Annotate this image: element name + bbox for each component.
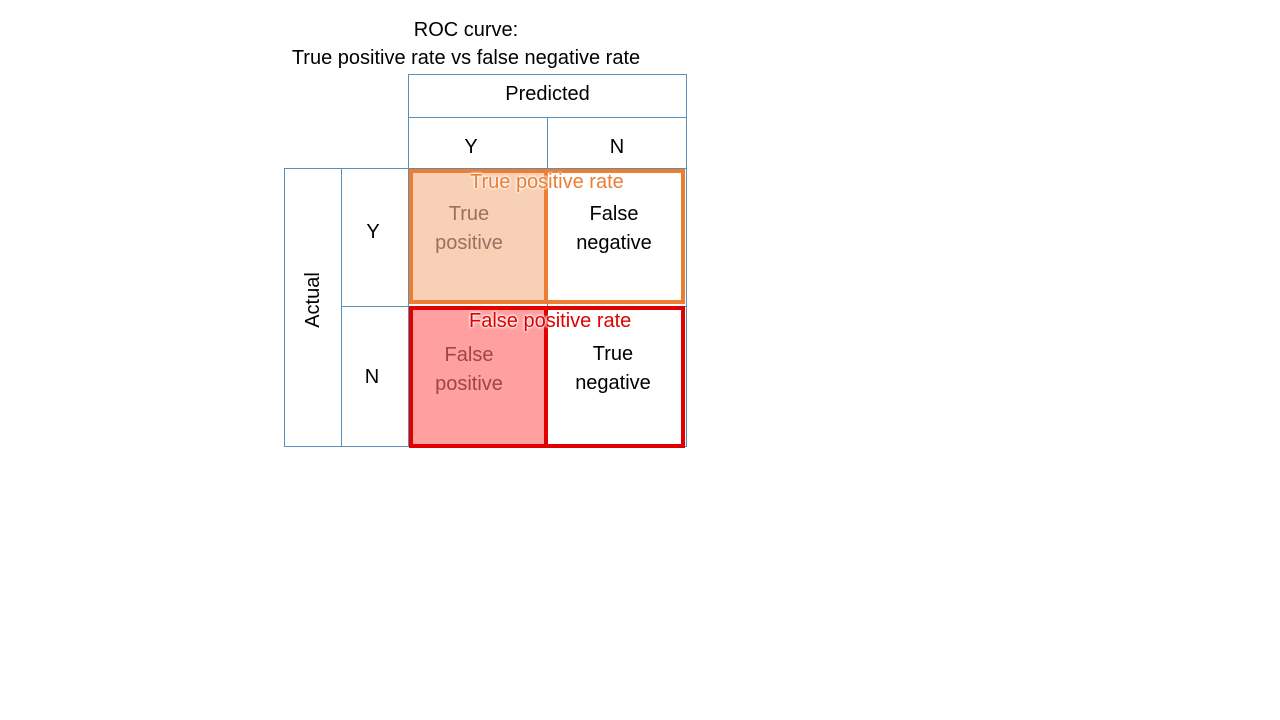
false-positive-highlight (411, 307, 547, 446)
true-negative-line-2: negative (575, 372, 651, 394)
true-negative-text: True negative (547, 340, 679, 398)
true-positive-highlight (411, 170, 547, 302)
actual-label: Actual (302, 272, 324, 328)
actual-n-label: N (364, 366, 380, 388)
true-positive-text: True positive (400, 200, 538, 258)
true-positive-line-2: positive (435, 232, 503, 254)
actual-y-header-cell (341, 168, 409, 307)
predicted-y-header-cell (408, 117, 548, 169)
predicted-y-label: Y (464, 136, 478, 158)
false-positive-divider (409, 306, 548, 448)
predicted-label: Predicted (505, 83, 590, 105)
true-positive-line-1: True (448, 203, 490, 225)
false-negative-text: False negative (547, 200, 681, 258)
false-negative-line-2: negative (576, 232, 652, 254)
false-negative-line-1: False (589, 203, 639, 225)
false-positive-rate-label: False positive rate (469, 310, 632, 332)
predicted-header-cell (408, 74, 687, 118)
actual-y-label: Y (366, 221, 380, 243)
diagram-title-line-2: True positive rate vs false negative rat… (291, 47, 641, 69)
cell-true-negative (547, 306, 687, 447)
diagram-title-line-1: ROC curve: (413, 19, 519, 41)
true-negative-line-1: True (592, 343, 634, 365)
false-positive-line-1: False (444, 344, 494, 366)
actual-n-header-cell (341, 306, 409, 447)
true-positive-rate-label: True positive rate (470, 171, 624, 193)
false-positive-text: False positive (400, 341, 538, 399)
false-positive-line-2: positive (435, 373, 503, 395)
predicted-n-label: N (609, 136, 625, 158)
true-positive-divider (409, 169, 548, 304)
cell-false-negative (547, 168, 687, 307)
